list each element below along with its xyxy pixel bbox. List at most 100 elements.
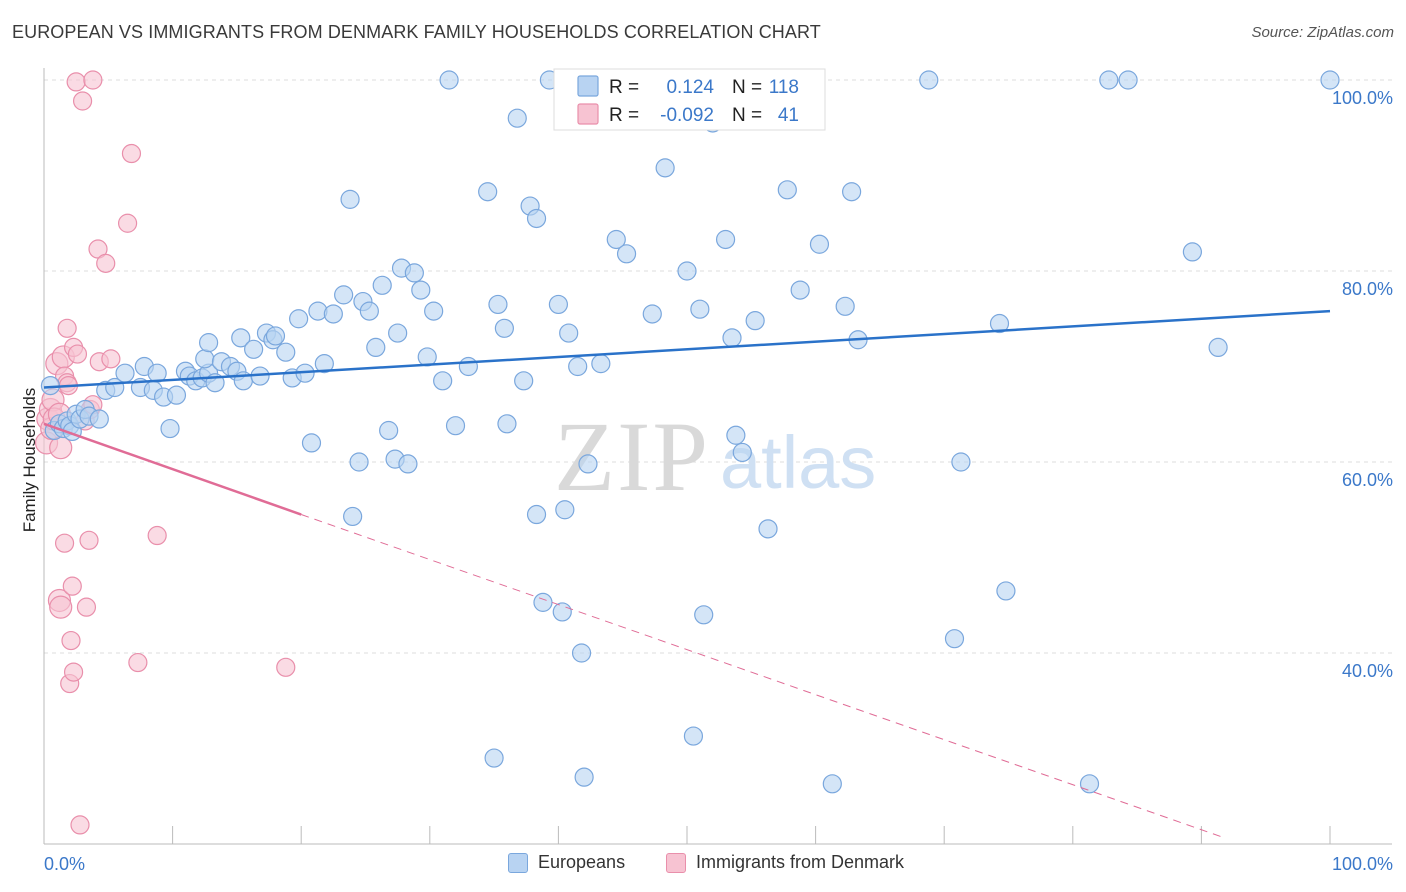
- data-point: [526, 208, 547, 229]
- legend-swatch-europeans: [508, 852, 528, 873]
- legend-swatch-denmark: [666, 852, 686, 873]
- legend-item-denmark[interactable]: Immigrants from Denmark: [666, 852, 904, 873]
- data-point: [349, 452, 369, 472]
- data-point: [690, 299, 710, 319]
- data-point: [57, 318, 77, 338]
- data-point: [147, 363, 167, 383]
- data-point: [343, 506, 363, 527]
- europeans-trend-line: [43, 309, 1331, 389]
- data-point: [70, 815, 90, 835]
- denmark-points: [34, 70, 296, 835]
- watermark-zip: ZIP: [554, 401, 710, 512]
- data-point: [944, 629, 965, 649]
- data-point: [231, 328, 251, 348]
- data-point: [1208, 337, 1228, 357]
- y-axis-label: Family Households: [20, 387, 39, 533]
- data-point: [49, 595, 73, 619]
- data-point: [458, 356, 478, 377]
- data-point: [276, 342, 296, 362]
- data-point: [340, 189, 360, 209]
- data-point: [552, 602, 572, 622]
- data-point: [301, 433, 322, 453]
- data-point: [571, 643, 592, 663]
- data-point: [62, 576, 82, 596]
- data-point: [66, 72, 86, 92]
- data-point: [655, 158, 675, 178]
- data-point: [166, 385, 187, 405]
- data-point: [574, 767, 594, 787]
- legend-item-europeans[interactable]: Europeans: [508, 852, 625, 873]
- data-point: [404, 263, 424, 283]
- data-point: [289, 309, 309, 329]
- data-point: [411, 280, 431, 300]
- data-point: [265, 326, 286, 346]
- data-point: [433, 371, 453, 391]
- data-point: [61, 630, 81, 651]
- data-point: [101, 349, 121, 369]
- data-point: [424, 301, 444, 321]
- data-point: [497, 414, 517, 434]
- data-point: [606, 229, 626, 250]
- x-tick-label: 0.0%: [44, 854, 85, 874]
- data-point: [388, 323, 408, 343]
- data-point: [683, 726, 704, 746]
- data-point: [63, 662, 84, 682]
- source-credit: Source: ZipAtlas.com: [1251, 24, 1394, 41]
- data-point: [79, 530, 99, 550]
- data-point: [548, 294, 569, 315]
- data-point: [677, 261, 697, 281]
- watermark: ZIP atlas: [554, 401, 876, 512]
- stats-n-value: 118: [769, 77, 799, 98]
- legend-label-europeans: Europeans: [538, 852, 626, 872]
- data-point: [555, 500, 575, 520]
- y-tick-label: 80.0%: [1342, 279, 1393, 299]
- europeans-points: [40, 70, 1340, 794]
- data-point: [726, 425, 746, 445]
- data-point: [745, 311, 765, 331]
- data-point: [777, 180, 797, 200]
- tick-labels: 40.0% 60.0% 80.0% 100.0% 0.0% 100.0%: [44, 88, 1393, 874]
- axes: [43, 68, 1392, 845]
- trend-lines: [43, 309, 1331, 839]
- stats-n-label: N =: [732, 77, 762, 98]
- data-point: [379, 420, 399, 441]
- data-point: [484, 748, 504, 768]
- data-point: [568, 356, 588, 377]
- data-point: [76, 597, 97, 617]
- stats-r-value: -0.092: [660, 105, 714, 126]
- data-point: [244, 339, 264, 359]
- data-point: [822, 774, 842, 794]
- data-point: [835, 296, 855, 316]
- data-point: [445, 416, 466, 436]
- data-point: [694, 605, 714, 625]
- data-point: [989, 313, 1010, 334]
- stats-r-value: 0.124: [666, 77, 714, 98]
- data-point: [919, 70, 939, 90]
- data-point: [488, 294, 508, 315]
- data-point: [996, 581, 1016, 601]
- data-point: [128, 652, 148, 673]
- data-point: [96, 253, 116, 273]
- data-point: [591, 354, 611, 374]
- data-point: [842, 182, 862, 202]
- data-point: [276, 657, 296, 677]
- data-point: [195, 349, 215, 369]
- data-point: [578, 454, 598, 474]
- y-tick-label: 60.0%: [1342, 470, 1393, 490]
- data-point: [1320, 70, 1340, 90]
- y-tick-label: 40.0%: [1342, 661, 1393, 681]
- y-tick-label: 100.0%: [1332, 88, 1393, 108]
- denmark-trend-line: [43, 422, 302, 516]
- data-point: [439, 70, 459, 90]
- stats-legend-box: [553, 68, 826, 131]
- data-point: [616, 244, 637, 264]
- data-point: [323, 304, 343, 324]
- data-point: [951, 452, 971, 472]
- data-point: [526, 504, 547, 525]
- data-point: [758, 519, 778, 539]
- data-point: [67, 344, 88, 364]
- bottom-legend: Europeans Immigrants from Denmark: [0, 852, 1406, 876]
- data-point: [1118, 70, 1138, 90]
- stats-swatch: [577, 75, 599, 97]
